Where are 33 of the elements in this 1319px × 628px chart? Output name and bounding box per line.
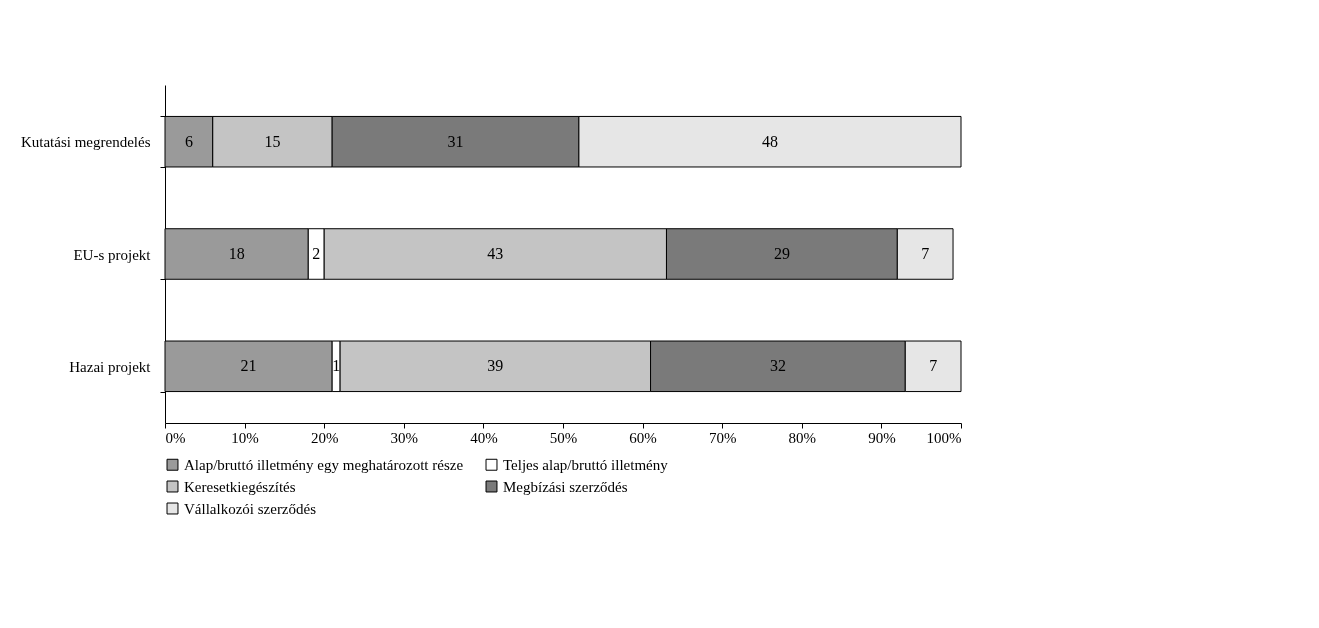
- data-label: 7: [929, 357, 938, 375]
- data-label: 31: [447, 132, 464, 150]
- x-tick-label: 70%: [708, 429, 737, 446]
- legend-label: Vállalkozói szerződés: [184, 500, 317, 517]
- legend-label: Megbízási szerződés: [503, 478, 628, 495]
- data-label: 18: [228, 245, 245, 262]
- x-tick-label: 10%: [231, 429, 259, 446]
- y-tick-label: Kutatási megrendelés: [20, 134, 151, 151]
- legend-label: Teljes alap/bruttó illetmény: [503, 456, 669, 473]
- x-tick-label: 50%: [549, 429, 578, 446]
- data-label: 21: [240, 357, 257, 375]
- data-label: 29: [773, 245, 790, 262]
- y-tick-label: Hazai projekt: [69, 358, 152, 375]
- data-label: 7: [921, 245, 930, 262]
- data-label: 39: [487, 357, 504, 375]
- x-tick-label: 90%: [868, 429, 896, 446]
- data-label: 1: [332, 357, 341, 375]
- x-tick-label: 0%: [165, 429, 186, 446]
- data-label: 2: [312, 245, 321, 262]
- legend-label: Alap/bruttó illetmény egy meghatározott része: [184, 456, 464, 473]
- x-tick-label: 20%: [310, 429, 339, 446]
- data-label: 6: [184, 132, 193, 150]
- x-tick-label: 60%: [629, 429, 657, 446]
- data-label: 15: [264, 132, 281, 150]
- x-tick-label: 30%: [390, 429, 419, 446]
- x-tick-label: 100%: [926, 429, 962, 446]
- legend-label: Keresetkiegészítés: [184, 478, 296, 495]
- x-tick-label: 80%: [788, 429, 817, 446]
- y-tick-label: EU-s projekt: [73, 246, 152, 263]
- data-label: 48: [761, 132, 778, 150]
- x-tick-label: 40%: [470, 429, 498, 446]
- data-label: 32: [769, 357, 786, 375]
- data-label: 43: [487, 245, 504, 262]
